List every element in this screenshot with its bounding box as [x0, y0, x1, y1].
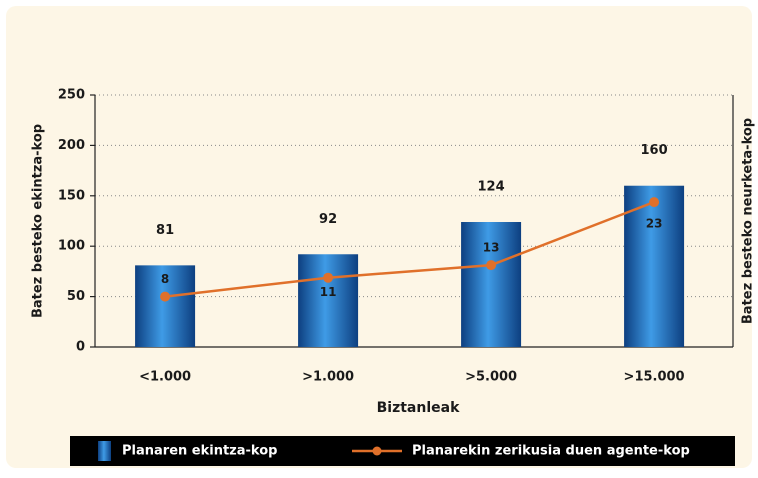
y-tick-label: 50: [67, 289, 85, 304]
y-tick-label: 150: [58, 188, 85, 203]
bar-value-label: 124: [478, 180, 505, 195]
y2-axis-title: Batez besteko neurketa-kop: [741, 118, 756, 324]
bar: [624, 185, 685, 347]
bar: [461, 222, 522, 347]
line-value-label: 23: [646, 217, 663, 231]
bar-value-label: 81: [156, 223, 174, 238]
bar: [298, 254, 359, 347]
y-tick-label: 100: [58, 239, 85, 254]
line: [164, 200, 655, 298]
line-value-label: 8: [161, 272, 169, 286]
x-axis-title: Biztanleak: [377, 400, 460, 416]
x-tick-label: >1.000: [302, 370, 354, 385]
legend-label: Planarekin zerikusia duen agente-kop: [412, 444, 690, 459]
legend-swatch: [98, 441, 111, 461]
x-tick-label: >5.000: [465, 370, 517, 385]
y-tick-label: 0: [76, 340, 85, 355]
line-point: [160, 291, 171, 302]
panel: [6, 6, 752, 468]
y-axis-title: Batez besteko ekintza-kop: [31, 124, 46, 318]
legend-background: [70, 436, 735, 466]
x-tick-label: <1.000: [139, 370, 191, 385]
line-point: [323, 272, 334, 283]
x-tick-label: >15.000: [624, 370, 685, 385]
bar-value-label: 92: [319, 212, 337, 227]
line-point: [649, 197, 660, 208]
legend-label: Planaren ekintza-kop: [122, 444, 277, 459]
y-tick-label: 250: [58, 88, 85, 103]
line-value-label: 13: [483, 241, 500, 255]
legend-swatch: [372, 446, 382, 456]
y-tick-label: 200: [58, 138, 85, 153]
bar: [135, 265, 196, 347]
bar-value-label: 160: [641, 143, 668, 158]
line-value-label: 11: [320, 285, 337, 299]
line-point: [486, 260, 497, 271]
